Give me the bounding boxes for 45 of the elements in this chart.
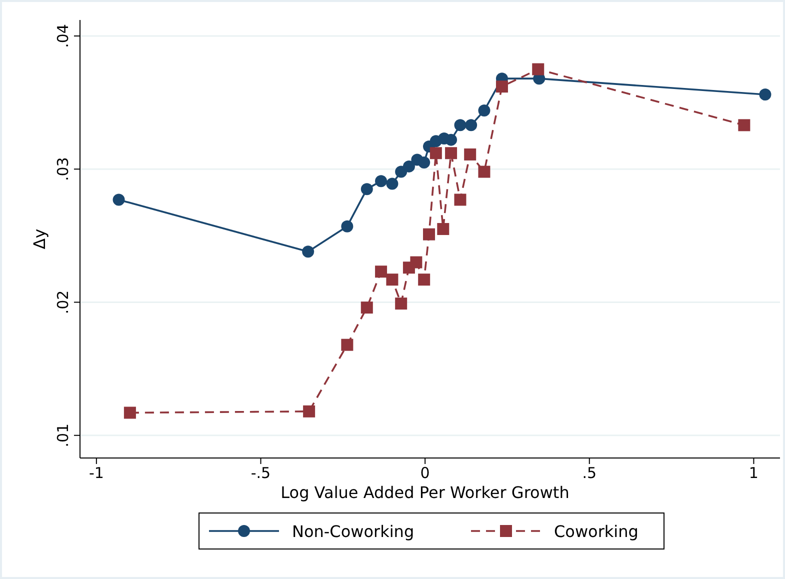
y-tick-label: .02 — [54, 290, 72, 314]
point — [759, 88, 772, 101]
x-axis-title: Log Value Added Per Worker Growth — [280, 483, 570, 502]
point — [430, 147, 442, 160]
point — [341, 338, 354, 351]
y-axis-title: Δy — [30, 228, 49, 250]
legend-label: Non-Coworking — [292, 522, 414, 541]
point — [375, 266, 388, 278]
point — [423, 228, 436, 240]
y-tick-label: .04 — [54, 24, 72, 48]
x-tick-label: .5 — [582, 464, 597, 482]
point — [375, 175, 388, 188]
point — [437, 223, 450, 236]
point — [418, 156, 430, 168]
point — [454, 194, 466, 206]
point — [112, 194, 125, 206]
y-tick-label: .01 — [54, 423, 72, 448]
point — [464, 148, 476, 160]
point — [124, 406, 136, 419]
x-tick-label: 0 — [420, 464, 430, 482]
point — [454, 119, 466, 132]
point — [445, 147, 458, 160]
point — [360, 183, 373, 196]
legend-label: Coworking — [554, 522, 638, 541]
y-tick-label: .03 — [54, 157, 72, 182]
point — [410, 256, 422, 268]
x-tick-label: -.5 — [250, 464, 271, 482]
point — [738, 119, 750, 132]
point — [302, 246, 314, 258]
point — [386, 274, 398, 286]
point — [478, 104, 490, 117]
point — [395, 298, 408, 310]
point — [478, 166, 490, 178]
point — [303, 405, 316, 418]
point — [402, 160, 415, 172]
point — [465, 119, 478, 132]
point — [445, 134, 458, 146]
x-tick-label: -1 — [88, 464, 104, 482]
point — [496, 80, 508, 93]
point — [386, 178, 398, 190]
point — [341, 220, 354, 232]
point — [360, 302, 373, 314]
x-tick-label: 1 — [748, 464, 758, 482]
point — [418, 274, 430, 286]
point — [532, 63, 544, 76]
